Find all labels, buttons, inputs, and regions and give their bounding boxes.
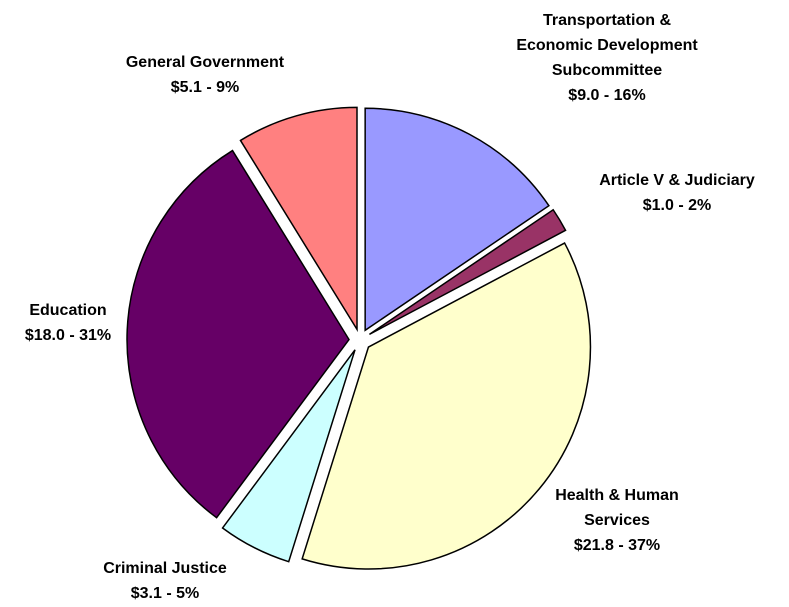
pie-slice bbox=[301, 242, 592, 570]
slice-label: Article V & Judiciary $1.0 - 2% bbox=[547, 168, 789, 218]
value-label: $9.0 - 16% bbox=[568, 87, 646, 104]
value-label: $21.8 - 37% bbox=[573, 537, 661, 554]
slice-label: Transportation & Economic Development Su… bbox=[507, 8, 707, 108]
category-label: Transportation & Economic Development Su… bbox=[516, 12, 698, 79]
pie-slice bbox=[364, 107, 550, 332]
slice-label: General Government $5.1 - 9% bbox=[75, 50, 335, 100]
value-label: $5.1 - 9% bbox=[170, 79, 240, 96]
category-label: General Government bbox=[125, 54, 285, 71]
slice-label: Health & Human Services $21.8 - 37% bbox=[547, 483, 687, 558]
category-label: Health & Human Services bbox=[555, 487, 679, 529]
pie-slice bbox=[126, 149, 350, 519]
value-label: $3.1 - 5% bbox=[130, 585, 200, 602]
category-label: Education bbox=[29, 302, 107, 319]
slice-label: Criminal Justice $3.1 - 5% bbox=[55, 556, 275, 606]
pie-slice bbox=[369, 208, 567, 335]
pie-slice bbox=[221, 349, 356, 563]
category-label: Article V & Judiciary bbox=[599, 172, 755, 189]
pie-slice bbox=[239, 106, 358, 333]
value-label: $1.0 - 2% bbox=[642, 197, 712, 214]
value-label: $18.0 - 31% bbox=[24, 327, 112, 344]
slice-label: Education $18.0 - 31% bbox=[0, 298, 148, 348]
category-label: Criminal Justice bbox=[103, 560, 227, 577]
